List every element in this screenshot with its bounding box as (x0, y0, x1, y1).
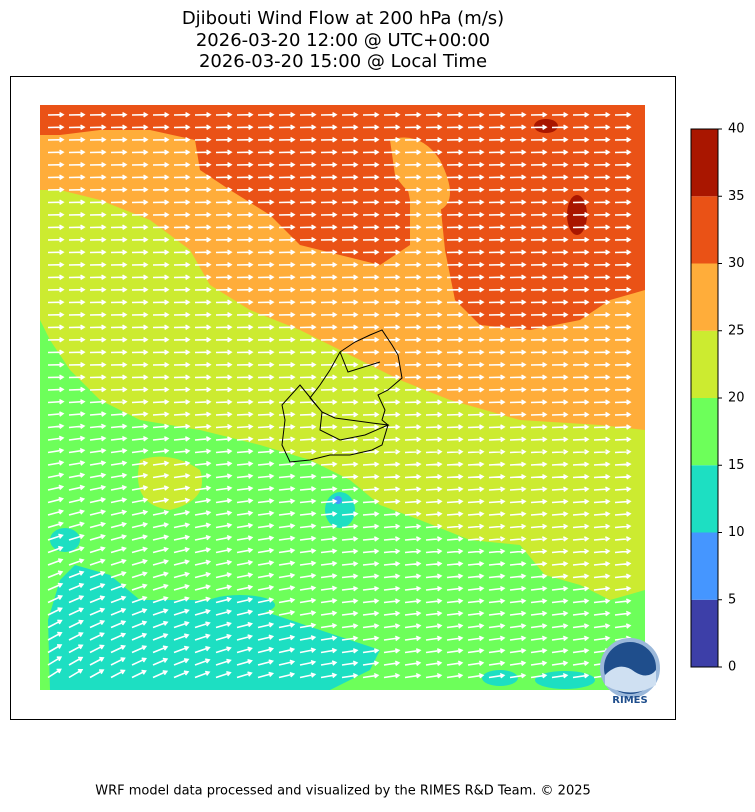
wind-arrow-row (47, 423, 632, 430)
colorbar-tick-label: 20 (728, 391, 745, 406)
colorbar-segment (691, 263, 718, 331)
wind-arrow-row (47, 570, 632, 579)
wind-arrow-row (47, 212, 632, 218)
wind-arrow-row (47, 162, 632, 168)
colorbar-tick-label: 5 (728, 592, 736, 607)
speed-zone (205, 595, 275, 615)
speed-zone (534, 119, 558, 133)
wind-arrow-row (47, 447, 632, 455)
wind-arrow-row (47, 398, 632, 405)
colorbar-tick-label: 0 (728, 660, 736, 675)
wind-arrow-row (47, 595, 632, 604)
wind-arrow-row (47, 187, 632, 193)
wind-arrow-row (47, 533, 632, 542)
wind-arrow-row (47, 224, 632, 230)
colorbar-segment (691, 398, 718, 466)
wind-arrow-row (47, 237, 632, 243)
speed-zone (390, 137, 450, 210)
map-frame (10, 76, 676, 720)
wind-arrow-row (47, 619, 632, 629)
colorbar-segment (691, 196, 718, 264)
colorbar-tick-label: 10 (728, 525, 745, 540)
wind-vectors (47, 112, 632, 679)
colorbar-segment (691, 330, 718, 398)
wind-arrow-row (47, 349, 632, 355)
wind-arrow-row (47, 299, 632, 305)
logo: RIMES (600, 638, 660, 706)
wind-arrow-row (47, 607, 632, 617)
colorbar-segment (691, 465, 718, 533)
wind-arrow-row (47, 484, 632, 492)
wind-arrow-row (47, 496, 632, 505)
speed-zone (48, 565, 380, 690)
wind-arrow-row (47, 174, 632, 180)
country-border (281, 329, 403, 463)
speed-zone (535, 671, 595, 689)
wind-arrow-row (47, 262, 632, 268)
colorbar-segment (691, 532, 718, 600)
title-line: 2026-03-20 15:00 @ Local Time (199, 51, 487, 72)
wind-arrow-row (47, 435, 632, 443)
title-line: Djibouti Wind Flow at 200 hPa (m/s) (182, 8, 504, 29)
wind-arrow-row (47, 582, 632, 592)
wind-arrow-row (47, 558, 632, 567)
wind-arrow-row (47, 644, 632, 654)
speed-zone (40, 105, 645, 330)
wind-arrow-row (47, 312, 632, 318)
speed-zone (50, 528, 80, 552)
colorbar-tick-label: 15 (728, 458, 745, 473)
wind-arrow-row (47, 137, 632, 143)
wind-arrow-row (47, 472, 632, 480)
colorbar-segment (691, 129, 718, 197)
wind-arrow-row (47, 656, 632, 667)
wind-arrow-row (47, 411, 632, 418)
wind-arrow-row (47, 386, 632, 393)
wind-arrow-row (47, 124, 632, 130)
colorbar-tick-label: 40 (728, 122, 745, 137)
wind-arrow-row (47, 249, 632, 255)
wind-arrow-row (47, 362, 632, 368)
wind-arrow-row (47, 287, 632, 293)
wind-arrow-row (47, 460, 632, 468)
colorbar-tick-label: 30 (728, 256, 745, 271)
wind-arrow-row (47, 521, 632, 530)
logo-text: RIMES (612, 695, 647, 706)
colorbar-tick-label: 25 (728, 323, 745, 338)
speed-zone (138, 456, 202, 510)
country-border (339, 351, 381, 373)
wind-arrow-row (47, 199, 632, 205)
wind-arrow-row (47, 631, 632, 642)
wind-arrow-row (47, 337, 632, 343)
wind-arrow-row (47, 509, 632, 517)
wind-arrow-row (47, 324, 632, 330)
wind-arrow-row (47, 668, 632, 679)
speed-zone (482, 670, 518, 686)
footer: WRF model data processed and visualized … (95, 784, 591, 799)
wind-arrow-row (47, 274, 632, 280)
wind-arrow-row (47, 149, 632, 155)
title-line: 2026-03-20 12:00 @ UTC+00:00 (196, 30, 490, 51)
wind-arrow-row (47, 112, 632, 118)
wind-arrow-row (47, 374, 632, 380)
colorbar-tick-label: 35 (728, 189, 745, 204)
wind-arrow-row (47, 545, 632, 555)
colorbar: 0 5 10 15 20 25 30 35 40 (690, 122, 745, 675)
colorbar-segment (691, 599, 718, 667)
